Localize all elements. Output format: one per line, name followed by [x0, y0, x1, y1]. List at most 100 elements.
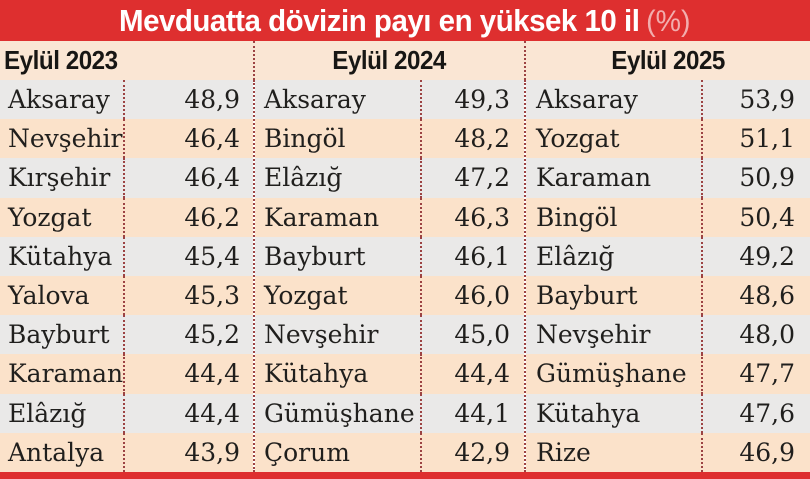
column-header: Eylül 2024 — [253, 41, 524, 80]
table-row: Yozgat 46,2 — [0, 197, 253, 237]
city-name-cell: Antalya — [0, 432, 125, 472]
table-column: Aksaray 49,3 Bingöl 48,2 Elâzığ 47,2 Karaman 46… — [253, 80, 524, 472]
bottom-accent-bar — [0, 472, 810, 479]
city-name-cell: Elâzığ — [526, 236, 703, 276]
city-value-cell: 51,1 — [739, 124, 795, 154]
city-value-cell: 46,9 — [739, 437, 795, 467]
table-row: Elâzığ 49,2 — [526, 236, 810, 276]
city-value-cell: 42,9 — [454, 437, 510, 467]
city-name-cell: Bayburt — [0, 315, 125, 355]
city-name-cell: Kütahya — [0, 236, 125, 276]
table-row: Yozgat 51,1 — [526, 119, 810, 159]
city-name-cell: Nevşehir — [255, 315, 422, 355]
table-row: Gümüşhane 44,1 — [255, 393, 524, 433]
column-header-label: Eylül 2024 — [332, 45, 447, 75]
city-name-cell: Aksaray — [255, 80, 422, 120]
table-column: Aksaray 48,9 Nevşehir 46,4 Kırşehir 46,4 Yozga… — [0, 80, 253, 472]
city-name-cell: Bayburt — [255, 236, 422, 276]
city-name-cell: Nevşehir — [0, 119, 125, 159]
city-value-cell: 44,1 — [454, 398, 510, 428]
table-row: Yalova 45,3 — [0, 275, 253, 316]
city-value-cell: 48,6 — [739, 281, 795, 311]
city-name-cell: Rize — [526, 432, 703, 472]
city-name-cell: Karaman — [0, 354, 125, 394]
city-name-cell: Kırşehir — [0, 158, 125, 198]
column-header-row: Eylül 2023 Eylül 2024 Eylül 2025 — [0, 41, 810, 80]
city-value-cell: 49,3 — [454, 85, 510, 115]
city-value-cell: 45,4 — [184, 241, 240, 271]
city-value-cell: 47,2 — [454, 163, 510, 193]
city-value-cell: 46,4 — [184, 124, 240, 154]
table-row: Karaman 46,3 — [255, 197, 524, 237]
city-value-cell: 43,9 — [184, 437, 240, 467]
table-row: Kütahya 47,6 — [526, 393, 810, 433]
city-value-cell: 45,3 — [184, 281, 240, 311]
city-name-cell: Elâzığ — [255, 158, 422, 198]
city-name-cell: Yozgat — [255, 275, 422, 316]
city-name-cell: Bingöl — [255, 119, 422, 159]
city-name-cell: Kütahya — [526, 393, 703, 433]
title-bar: Mevduatta dövizin payı en yüksek 10 il (… — [0, 0, 810, 41]
column-header-label: Eylül 2025 — [611, 45, 725, 75]
city-value-cell: 46,2 — [184, 202, 240, 232]
city-name-cell: Yalova — [0, 275, 125, 316]
column-header-label: Eylül 2023 — [4, 45, 118, 75]
table-row: Nevşehir 48,0 — [526, 315, 810, 355]
city-name-cell: Bingöl — [526, 197, 703, 237]
table-row: Çorum 42,9 — [255, 432, 524, 472]
city-name-cell: Bayburt — [526, 275, 703, 316]
table-row: Kırşehir 46,4 — [0, 158, 253, 198]
table-row: Aksaray 53,9 — [526, 80, 810, 120]
city-name-cell: Kütahya — [255, 354, 422, 394]
table-row: Aksaray 49,3 — [255, 80, 524, 120]
city-value-cell: 45,0 — [454, 320, 510, 350]
table-row: Karaman 50,9 — [526, 158, 810, 198]
city-value-cell: 44,4 — [454, 359, 510, 389]
city-value-cell: 53,9 — [739, 85, 795, 115]
city-name-cell: Karaman — [526, 158, 703, 198]
table-row: Karaman 44,4 — [0, 354, 253, 394]
city-value-cell: 48,9 — [184, 85, 240, 115]
table-row: Bingöl 48,2 — [255, 119, 524, 159]
city-value-cell: 46,1 — [454, 241, 510, 271]
column-header: Eylül 2025 — [524, 41, 810, 80]
table-body: Aksaray 48,9 Nevşehir 46,4 Kırşehir 46,4 Yozga… — [0, 80, 810, 472]
column-header: Eylül 2023 — [0, 41, 253, 80]
city-value-cell: 49,2 — [739, 241, 795, 271]
chart-title: Mevduatta dövizin payı en yüksek 10 il — [119, 2, 640, 38]
city-name-cell: Yozgat — [526, 119, 703, 159]
chart-title-unit: (%) — [646, 4, 691, 38]
table-row: Elâzığ 44,4 — [0, 393, 253, 433]
city-name-cell: Gümüşhane — [255, 393, 422, 433]
table-row: Antalya 43,9 — [0, 432, 253, 472]
city-value-cell: 50,9 — [739, 163, 795, 193]
city-value-cell: 47,7 — [739, 359, 795, 389]
table-row: Rize 46,9 — [526, 432, 810, 472]
city-value-cell: 46,3 — [454, 202, 510, 232]
table-row: Bayburt 45,2 — [0, 315, 253, 355]
city-name-cell: Karaman — [255, 197, 422, 237]
table-column: Aksaray 53,9 Yozgat 51,1 Karaman 50,9 Bingöl 50… — [524, 80, 810, 472]
table-row: Nevşehir 45,0 — [255, 315, 524, 355]
city-value-cell: 47,6 — [739, 398, 795, 428]
table-row: Aksaray 48,9 — [0, 80, 253, 120]
city-name-cell: Aksaray — [0, 80, 125, 120]
city-value-cell: 44,4 — [184, 398, 240, 428]
table-row: Bingöl 50,4 — [526, 197, 810, 237]
city-name-cell: Çorum — [255, 432, 422, 472]
table-row: Yozgat 46,0 — [255, 275, 524, 316]
city-value-cell: 44,4 — [184, 359, 240, 389]
city-value-cell: 48,2 — [454, 124, 510, 154]
table-row: Kütahya 44,4 — [255, 354, 524, 394]
city-name-cell: Aksaray — [526, 80, 703, 120]
city-value-cell: 50,4 — [739, 202, 795, 232]
city-name-cell: Elâzığ — [0, 393, 125, 433]
city-value-cell: 48,0 — [739, 320, 795, 350]
table-row: Gümüşhane 47,7 — [526, 354, 810, 394]
table-row: Elâzığ 47,2 — [255, 158, 524, 198]
table-row: Kütahya 45,4 — [0, 236, 253, 276]
city-value-cell: 46,0 — [454, 281, 510, 311]
city-name-cell: Gümüşhane — [526, 354, 703, 394]
table-row: Nevşehir 46,4 — [0, 119, 253, 159]
